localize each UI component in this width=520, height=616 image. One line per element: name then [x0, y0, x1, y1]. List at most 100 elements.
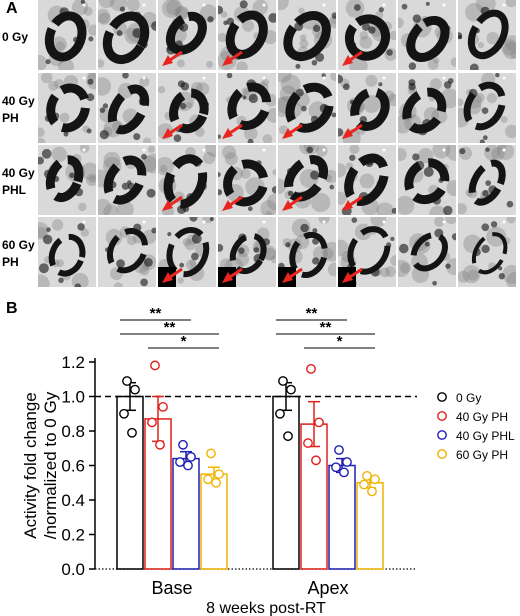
row-label: 40 Gy PH: [2, 93, 35, 127]
tomography-slice-tile: [158, 145, 216, 215]
tomography-slice-tile: [98, 0, 156, 70]
red-arrow-icon: [222, 267, 243, 283]
data-point: [311, 455, 321, 466]
legend-marker: [437, 449, 447, 459]
significance-label: *: [337, 333, 343, 350]
red-arrow-icon: [342, 123, 363, 139]
data-point: [283, 431, 293, 442]
tomography-slice-tile: [338, 145, 396, 215]
tomography-slice-tile: [338, 217, 396, 287]
row-label-line: PH: [2, 255, 19, 269]
data-point: [339, 467, 349, 478]
row-label-line: PHL: [2, 183, 26, 197]
tomography-slice-tile: [458, 145, 516, 215]
panel-b-label: B: [6, 300, 18, 317]
data-point: [203, 474, 213, 485]
row-label-line: 40 Gy: [2, 94, 35, 108]
tomography-slice-tile: [458, 0, 516, 70]
tomography-slice-tile: [338, 0, 396, 70]
tomography-slice-tile: [278, 0, 336, 70]
data-point: [278, 376, 288, 386]
data-point: [130, 384, 140, 395]
legend-label: 60 Gy PH: [456, 448, 508, 462]
row-label-line: 0 Gy: [2, 29, 29, 44]
row-label: 40 Gy PHL: [2, 165, 35, 199]
data-point: [342, 457, 352, 467]
legend-marker: [437, 411, 447, 421]
tomography-slice-tile: [398, 145, 456, 215]
tomography-slice-tile: [338, 73, 396, 143]
data-point: [359, 479, 369, 490]
tomography-slice-tile: [38, 145, 96, 215]
red-arrow-icon: [222, 50, 243, 66]
bar: [116, 395, 144, 570]
red-arrow-icon: [162, 267, 183, 283]
data-point: [175, 457, 185, 467]
legend-marker: [437, 430, 447, 440]
tomography-slice-tile: [218, 0, 276, 70]
tomography-slice-tile: [158, 73, 216, 143]
row-label-line: 60 Gy: [2, 238, 35, 252]
red-arrow-icon: [222, 123, 243, 139]
significance-label: *: [181, 333, 187, 350]
panel-a-label: A: [6, 0, 18, 17]
y-tick-label: 0.4: [61, 491, 85, 510]
data-point: [206, 448, 216, 459]
row-label-line: 40 Gy: [2, 166, 35, 180]
tomography-slice-tile: [278, 217, 336, 287]
bar: [200, 473, 228, 570]
data-point: [147, 417, 157, 428]
tomography-slice-tile: [158, 217, 216, 287]
data-point: [211, 477, 221, 488]
data-point: [331, 462, 341, 473]
data-point: [178, 439, 188, 450]
tomography-slice-tile: [98, 73, 156, 143]
data-point: [186, 451, 196, 462]
data-point: [214, 469, 224, 480]
legend-label: 40 Gy PHL: [456, 429, 515, 443]
tomography-slice-tile: [218, 145, 276, 215]
x-category-label: Apex: [307, 578, 348, 598]
tomography-slice-tile: [98, 145, 156, 215]
significance-label: **: [320, 319, 332, 336]
tomography-slice-tile: [38, 0, 96, 70]
tomography-slice-tile: [398, 0, 456, 70]
data-point: [362, 470, 372, 481]
data-point: [286, 384, 296, 395]
y-tick-label: 0.6: [61, 457, 85, 476]
significance-label: **: [150, 305, 162, 322]
y-tick-label: 1.2: [61, 353, 85, 372]
data-point: [122, 376, 132, 386]
legend-label: 0 Gy: [456, 391, 481, 405]
red-arrow-icon: [162, 123, 183, 139]
data-point: [306, 363, 316, 374]
y-tick-label: 1.0: [61, 388, 85, 407]
y-tick-label: 0.0: [61, 560, 85, 579]
bar: [272, 395, 300, 570]
tomography-slice-tile: [218, 73, 276, 143]
tomography-slice-tile: [98, 217, 156, 287]
tomography-slice-tile: [218, 217, 276, 287]
legend-label: 40 Gy PH: [456, 410, 508, 424]
y-axis-label-line: Activity fold change: [21, 392, 40, 538]
tomography-slice-tile: [398, 73, 456, 143]
tomography-slice-tile: [458, 73, 516, 143]
red-arrow-icon: [282, 195, 303, 211]
data-point: [367, 486, 377, 497]
significance-label: **: [164, 319, 176, 336]
row-label-line: PH: [2, 111, 19, 125]
tomography-slice-tile: [278, 73, 336, 143]
tomography-slice-tile: [458, 217, 516, 287]
data-point: [158, 401, 168, 412]
tomography-slice-tile: [38, 217, 96, 287]
red-arrow-icon: [342, 267, 363, 283]
x-category-label: Base: [151, 578, 192, 598]
red-arrow-icon: [282, 267, 303, 283]
red-arrow-icon: [282, 123, 303, 139]
red-arrow-icon: [222, 195, 243, 211]
data-point: [127, 427, 137, 438]
y-axis-label-line: /normalized to 0 Gy: [41, 391, 60, 539]
data-point: [150, 360, 160, 371]
red-arrow-icon: [342, 195, 363, 211]
